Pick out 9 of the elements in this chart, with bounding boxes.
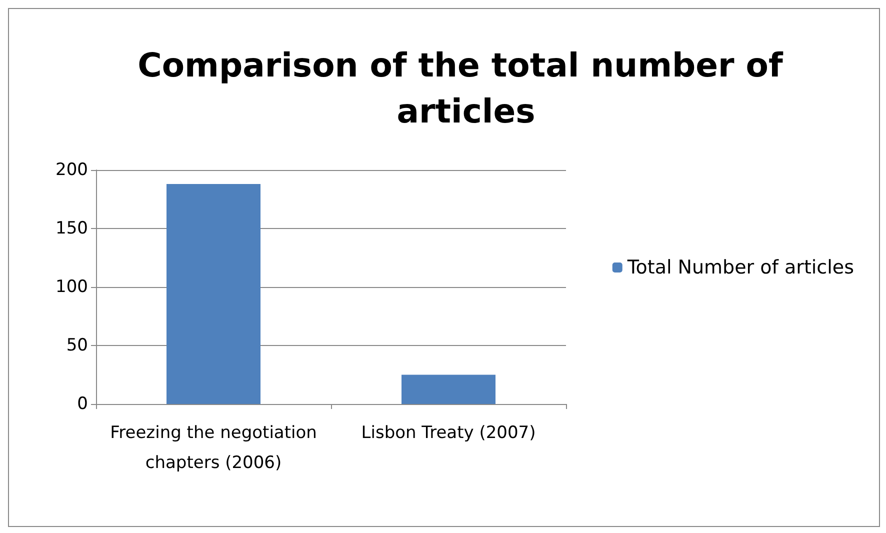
y-tick-label: 150 bbox=[56, 218, 88, 238]
y-tick-label: 0 bbox=[77, 394, 88, 414]
legend-label: Total Number of articles bbox=[626, 256, 854, 278]
chart-title: Comparison of the total number of articles bbox=[138, 46, 794, 130]
y-tick-label: 100 bbox=[56, 277, 88, 297]
x-tick-label: Freezing the negotiation chapters (2006) bbox=[110, 423, 317, 473]
x-tick-label: Lisbon Treaty (2007) bbox=[361, 423, 536, 443]
y-tick-label: 200 bbox=[56, 160, 88, 180]
y-tick-label: 50 bbox=[66, 336, 88, 356]
